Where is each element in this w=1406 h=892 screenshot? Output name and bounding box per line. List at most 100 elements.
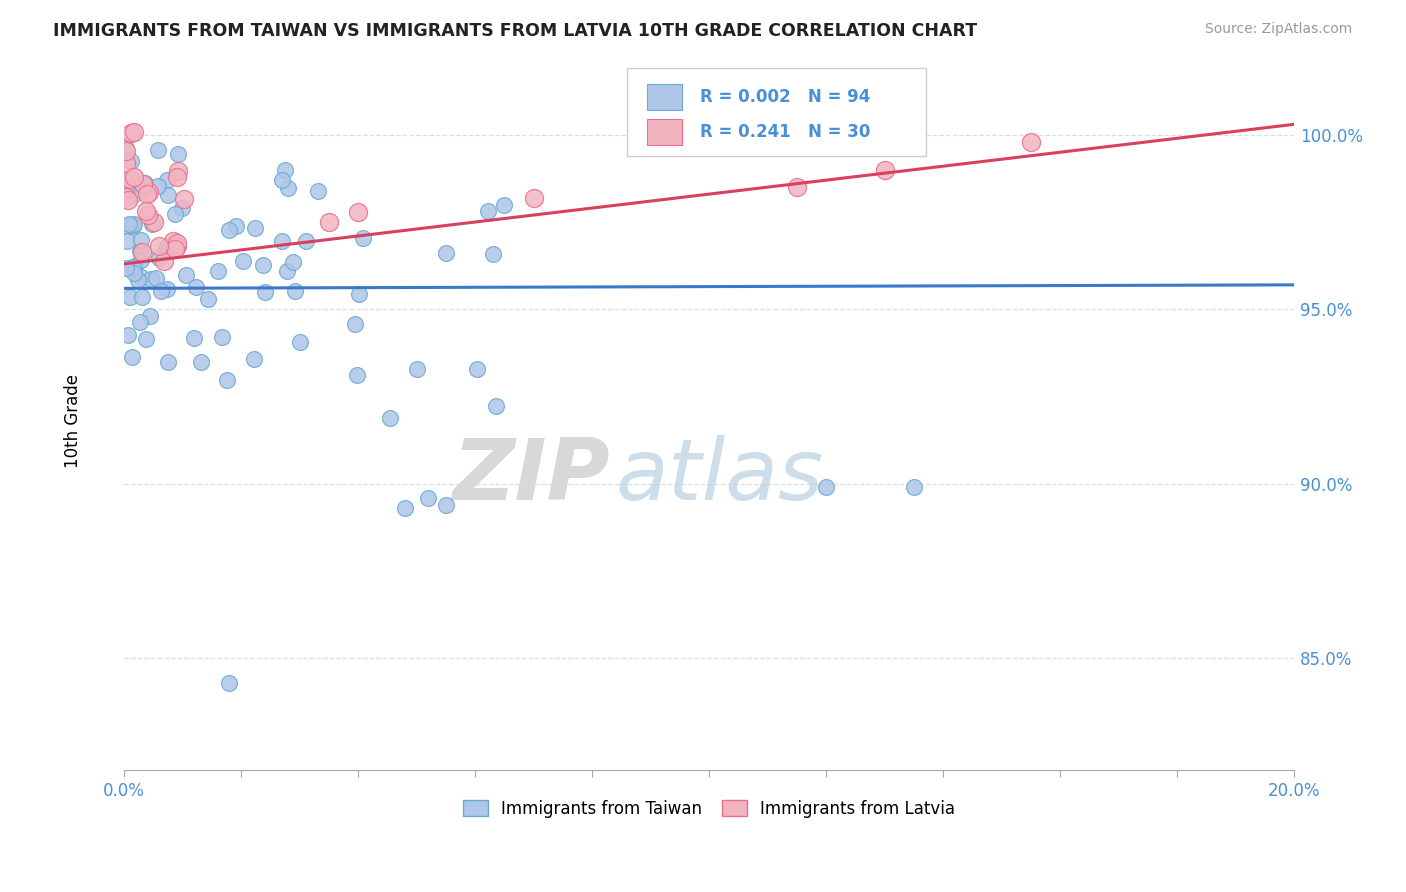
Point: [252, 258, 274, 272]
Point: [190, 354, 212, 368]
Point: [115, 219, 138, 233]
Text: R = 0.241   N = 30: R = 0.241 N = 30: [700, 123, 870, 141]
Point: [124, 259, 146, 273]
Point: [284, 284, 307, 298]
Point: [434, 246, 457, 260]
Point: [156, 282, 179, 296]
Point: [166, 169, 188, 184]
Point: [394, 501, 416, 516]
Point: [135, 204, 157, 219]
Point: [406, 361, 429, 376]
Point: [134, 177, 156, 191]
Point: [139, 272, 162, 286]
Point: [122, 260, 145, 274]
Point: [215, 373, 238, 387]
Point: [170, 201, 193, 215]
Point: [494, 197, 516, 211]
Point: [143, 215, 166, 229]
Point: [138, 185, 160, 199]
Point: [343, 317, 366, 331]
Point: [346, 368, 368, 382]
Text: R = 0.002   N = 94: R = 0.002 N = 94: [700, 88, 870, 106]
Point: [173, 192, 195, 206]
Point: [115, 260, 138, 275]
Point: [129, 244, 152, 258]
Point: [122, 125, 145, 139]
Point: [477, 204, 499, 219]
Point: [135, 332, 157, 346]
Point: [129, 315, 152, 329]
Text: atlas: atlas: [616, 435, 824, 518]
Point: [295, 234, 318, 248]
Point: [120, 127, 142, 141]
Point: [467, 362, 489, 376]
Point: [163, 242, 186, 256]
Point: [139, 309, 162, 323]
Point: [218, 223, 240, 237]
Point: [127, 273, 149, 287]
Point: [245, 220, 267, 235]
Point: [288, 335, 311, 350]
Text: IMMIGRANTS FROM TAIWAN VS IMMIGRANTS FROM LATVIA 10TH GRADE CORRELATION CHART: IMMIGRANTS FROM TAIWAN VS IMMIGRANTS FRO…: [53, 22, 977, 40]
Point: [115, 141, 138, 155]
Point: [141, 217, 163, 231]
Point: [118, 217, 141, 231]
Point: [131, 290, 153, 304]
Point: [253, 285, 276, 299]
Point: [146, 143, 169, 157]
Point: [149, 284, 172, 298]
Point: [118, 290, 141, 304]
Point: [347, 204, 370, 219]
Point: [434, 498, 457, 512]
Point: [225, 219, 247, 233]
Point: [120, 154, 142, 169]
Point: [270, 173, 292, 187]
Point: [122, 219, 145, 233]
Point: [122, 178, 145, 193]
Point: [156, 354, 179, 368]
Point: [276, 264, 298, 278]
Point: [132, 177, 155, 191]
Point: [485, 400, 508, 414]
Point: [167, 164, 190, 178]
Point: [131, 233, 153, 247]
Point: [152, 254, 174, 268]
Point: [283, 255, 305, 269]
Point: [166, 239, 188, 253]
Text: ZIP: ZIP: [451, 435, 610, 518]
Point: [174, 268, 197, 283]
Point: [270, 234, 292, 248]
Point: [148, 178, 170, 193]
Point: [211, 330, 233, 344]
Point: [129, 269, 152, 284]
Point: [1019, 135, 1042, 149]
Point: [114, 182, 136, 196]
Point: [183, 331, 205, 345]
Legend: Immigrants from Taiwan, Immigrants from Latvia: Immigrants from Taiwan, Immigrants from …: [456, 793, 962, 824]
Point: [115, 234, 138, 248]
Point: [207, 263, 229, 277]
Point: [148, 251, 170, 265]
Point: [162, 235, 184, 249]
Point: [378, 410, 401, 425]
Point: [148, 238, 170, 252]
FancyBboxPatch shape: [627, 69, 925, 156]
Point: [307, 184, 329, 198]
Point: [347, 286, 370, 301]
Point: [124, 217, 146, 231]
Point: [120, 171, 142, 186]
Point: [232, 254, 254, 268]
Point: [117, 193, 139, 207]
Point: [129, 253, 152, 268]
Point: [136, 187, 159, 202]
Point: [114, 144, 136, 158]
Point: [121, 350, 143, 364]
Point: [166, 236, 188, 251]
Point: [136, 208, 159, 222]
Point: [873, 162, 896, 177]
Point: [122, 266, 145, 280]
Point: [277, 181, 299, 195]
Point: [163, 207, 186, 221]
Point: [418, 491, 440, 505]
Point: [522, 191, 544, 205]
